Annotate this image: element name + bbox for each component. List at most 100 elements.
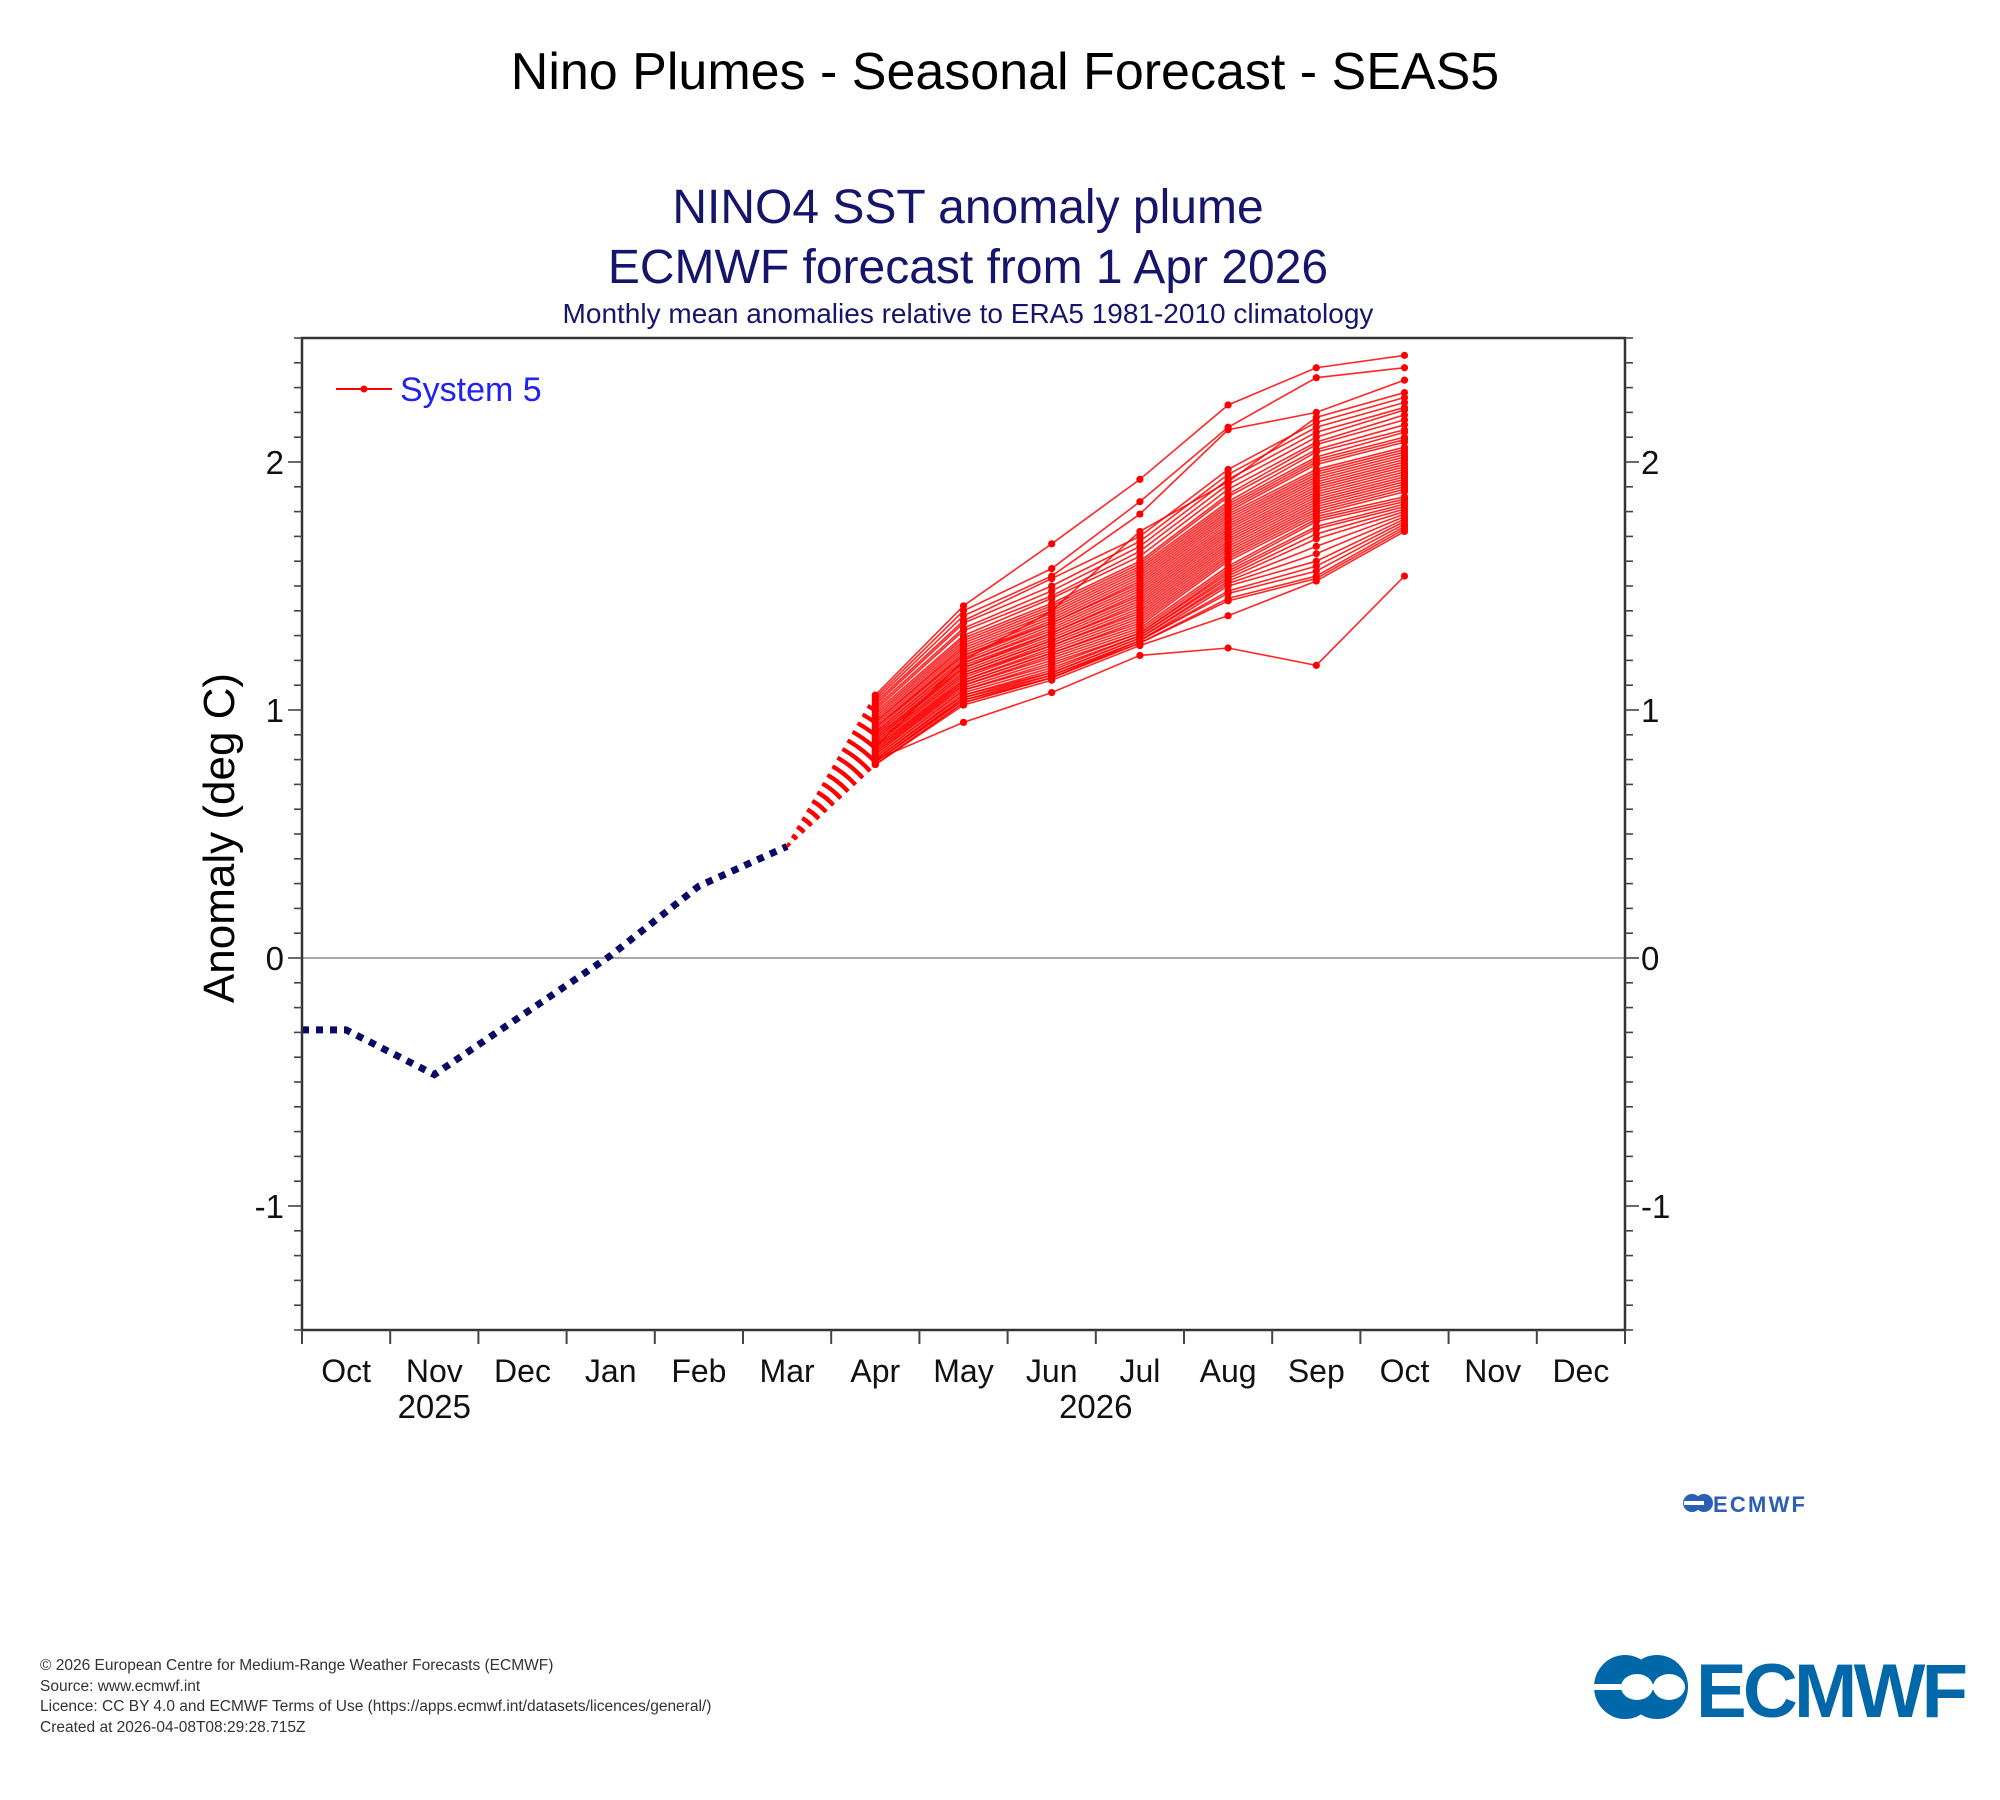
y-tick-label-right: -1: [1641, 1188, 1670, 1225]
forecast-point: [1048, 607, 1056, 615]
forecast-point: [1312, 542, 1320, 550]
x-tick-label-jun: Jun: [1026, 1353, 1078, 1389]
x-tick-label-oct: Oct: [1380, 1353, 1430, 1389]
x-tick-label-oct: Oct: [321, 1353, 371, 1389]
ecmwf-logo: ECMWF: [1592, 1652, 1968, 1724]
year-label-2025: 2025: [398, 1388, 471, 1425]
forecast-point: [1136, 537, 1144, 545]
forecast-point: [1312, 418, 1320, 426]
forecast-point: [1136, 641, 1144, 650]
ecmwf-small-logo: ECMWF: [1683, 1492, 1805, 1517]
forecast-point: [959, 656, 968, 665]
forecast-point: [1136, 498, 1144, 506]
forecast-point: [1136, 532, 1144, 541]
forecast-point: [959, 718, 968, 727]
forecast-point: [1312, 374, 1320, 382]
forecast-point: [1136, 527, 1144, 536]
forecast-member-50: [786, 572, 1409, 848]
forecast-connector: [786, 748, 877, 848]
footer-licence: Licence: CC BY 4.0 and ECMWF Terms of Us…: [40, 1698, 712, 1715]
forecast-point: [871, 743, 879, 751]
forecast-point: [1400, 364, 1409, 372]
x-tick-label-apr: Apr: [850, 1353, 900, 1389]
x-tick-label-jan: Jan: [585, 1353, 637, 1389]
forecast-point: [1224, 557, 1232, 565]
forecast-point: [1048, 594, 1056, 603]
y-tick-label-right: 0: [1641, 940, 1659, 977]
forecast-point: [1312, 441, 1320, 449]
forecast-point: [1312, 448, 1320, 456]
forecast-point: [1224, 589, 1232, 598]
year-label-2026: 2026: [1059, 1388, 1132, 1425]
forecast-point: [1224, 401, 1232, 409]
forecast-point: [1048, 540, 1056, 548]
forecast-point: [959, 701, 968, 709]
y-tick-label-right: 2: [1641, 444, 1659, 481]
forecast-member-37: [786, 498, 1409, 848]
footer-source: Source: www.ecmwf.int: [40, 1677, 201, 1695]
forecast-point: [1136, 475, 1144, 483]
forecast-point: [1312, 433, 1320, 441]
ecmwf-small-logo-text: ECMWF: [1713, 1492, 1805, 1517]
forecast-point: [1312, 428, 1320, 436]
forecast-point: [1224, 493, 1232, 501]
forecast-point: [959, 612, 968, 620]
y-tick-label-left: 0: [266, 940, 284, 977]
forecast-point: [1400, 411, 1409, 419]
forecast-point: [1400, 488, 1409, 496]
x-tick-label-sep: Sep: [1288, 1353, 1345, 1389]
forecast-point: [1224, 612, 1232, 620]
forecast-connector: [786, 696, 877, 848]
forecast-point: [1312, 364, 1320, 372]
forecast-point: [959, 602, 968, 610]
forecast-point: [1312, 562, 1320, 570]
plot-frame: [300, 336, 1627, 1332]
forecast-member-1: [786, 351, 1409, 848]
forecast-point: [1136, 547, 1144, 555]
y-tick-label-left: -1: [255, 1188, 284, 1225]
forecast-point: [1400, 388, 1409, 397]
forecast-point: [1312, 408, 1320, 416]
forecast-point: [1312, 557, 1320, 565]
forecast-point: [1048, 587, 1056, 595]
x-tick-label-feb: Feb: [671, 1353, 726, 1389]
forecast-connector: [786, 746, 877, 848]
forecast-point: [959, 607, 968, 615]
forecast-point: [1400, 416, 1409, 424]
forecast-point: [1312, 525, 1320, 533]
forecast-point: [1312, 550, 1320, 558]
chart-subtitle: ECMWF forecast from 1 Apr 2026: [608, 241, 1328, 294]
forecast-point: [1400, 351, 1409, 359]
forecast-point: [1048, 582, 1056, 590]
forecast-connector: [786, 699, 877, 848]
forecast-point: [1312, 413, 1320, 421]
forecast-point: [1400, 421, 1409, 429]
forecast-point: [1400, 406, 1409, 414]
y-tick-label-left: 2: [266, 444, 284, 481]
x-tick-label-dec: Dec: [494, 1353, 551, 1389]
forecast-point: [871, 756, 879, 764]
forecast-connector: [786, 751, 877, 848]
forecast-member-2: [786, 364, 1409, 848]
forecast-point: [1224, 470, 1232, 478]
footer: © 2026 European Centre for Medium-Range …: [40, 1656, 711, 1738]
forecast-point: [1400, 572, 1409, 580]
forecast-point: [1048, 574, 1056, 583]
ecmwf-logo-text: ECMWF: [1696, 1652, 1968, 1724]
forecast-point: [959, 627, 968, 635]
x-tick-label-dec: Dec: [1552, 1353, 1609, 1389]
x-tick-label-mar: Mar: [760, 1353, 815, 1389]
forecast-point: [1400, 398, 1409, 407]
forecast-point: [1224, 465, 1232, 474]
forecast-point: [1136, 542, 1144, 550]
forecast-member-51: [786, 388, 1409, 848]
forecast-point: [1400, 527, 1409, 536]
legend: System 5: [336, 371, 542, 409]
footer-created: Created at 2026-04-08T08:29:28.715Z: [40, 1718, 306, 1736]
forecast-point: [1224, 644, 1232, 652]
forecast-point: [1224, 485, 1232, 493]
legend-marker-system5: [360, 385, 368, 393]
x-tick-label-may: May: [933, 1353, 993, 1389]
forecast-point: [1312, 567, 1320, 575]
